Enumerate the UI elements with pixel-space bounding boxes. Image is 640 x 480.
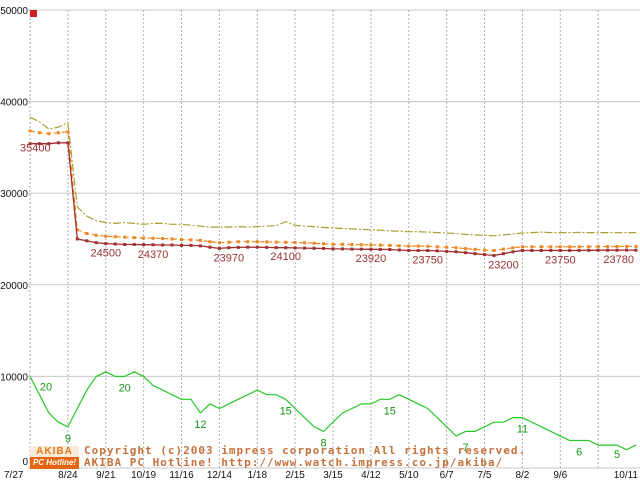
logo-akiba-text: AKIBA	[30, 446, 79, 457]
svg-text:35400: 35400	[20, 143, 51, 155]
svg-text:3/15: 3/15	[323, 470, 343, 480]
svg-text:30000: 30000	[0, 189, 28, 200]
svg-text:7: 7	[463, 442, 469, 454]
series-lowest-price	[28, 141, 638, 257]
svg-text:5: 5	[614, 449, 620, 461]
svg-text:24500: 24500	[91, 248, 122, 260]
logo-pc-hotline-text: PC Hotline!	[30, 457, 79, 469]
svg-text:10000: 10000	[0, 372, 28, 383]
svg-text:7/5: 7/5	[478, 470, 492, 480]
svg-text:15: 15	[280, 405, 292, 417]
svg-text:23200: 23200	[488, 260, 519, 272]
svg-text:8/2: 8/2	[515, 470, 529, 480]
price-annotations: 35400 24500 24370 23970 24100 23920 23750 23200…	[20, 143, 634, 272]
svg-text:9: 9	[65, 433, 71, 445]
svg-text:20000: 20000	[0, 281, 28, 292]
series-average-price	[28, 129, 638, 252]
svg-text:9/21: 9/21	[96, 470, 116, 480]
x-axis-labels: 7/27 8/24 9/21 10/19 11/16 12/14 1/18 2/15 3/15 4…	[4, 470, 638, 480]
grid	[28, 9, 640, 469]
svg-text:8: 8	[320, 437, 326, 449]
svg-text:4/12: 4/12	[361, 470, 381, 480]
svg-text:23970: 23970	[214, 252, 245, 264]
svg-text:0: 0	[22, 457, 28, 468]
svg-text:20: 20	[40, 381, 52, 393]
svg-text:12: 12	[194, 419, 206, 431]
svg-text:11: 11	[517, 424, 528, 436]
svg-text:50000: 50000	[0, 6, 28, 17]
akiba-pc-hotline-logo: AKIBA PC Hotline!	[30, 446, 79, 469]
svg-text:11/16: 11/16	[169, 470, 194, 480]
y-axis-labels: 0 10000 20000 30000 40000 50000	[0, 6, 28, 468]
svg-text:12/14: 12/14	[207, 470, 232, 480]
svg-text:24100: 24100	[270, 251, 301, 263]
svg-text:24370: 24370	[138, 249, 169, 261]
svg-text:23920: 23920	[356, 253, 387, 265]
legend-marker	[30, 10, 37, 17]
svg-text:15: 15	[384, 405, 396, 417]
svg-text:2/15: 2/15	[285, 470, 305, 480]
svg-text:23780: 23780	[603, 254, 634, 266]
svg-text:6/7: 6/7	[440, 470, 454, 480]
svg-text:9/6: 9/6	[553, 470, 567, 480]
svg-text:23750: 23750	[545, 255, 576, 267]
svg-text:8/24: 8/24	[58, 470, 78, 480]
svg-text:6: 6	[576, 447, 582, 459]
svg-text:10/11: 10/11	[614, 470, 639, 480]
svg-text:7/27: 7/27	[4, 470, 24, 480]
svg-text:1/18: 1/18	[248, 470, 268, 480]
svg-text:20: 20	[119, 382, 131, 394]
copyright-text: Copyright (c)2003 impress corporation Al…	[84, 444, 527, 457]
svg-text:5/10: 5/10	[399, 470, 419, 480]
svg-text:10/19: 10/19	[131, 470, 156, 480]
svg-text:23750: 23750	[412, 255, 443, 267]
count-annotations: 20 9 20 12 15 8 15 7 11 6 5	[40, 381, 620, 461]
svg-text:40000: 40000	[0, 98, 28, 109]
series-shop-count	[29, 371, 637, 451]
series-highest-price	[29, 116, 636, 237]
site-url-text: AKIBA PC Hotline! http://www.watch.impre…	[84, 456, 504, 469]
